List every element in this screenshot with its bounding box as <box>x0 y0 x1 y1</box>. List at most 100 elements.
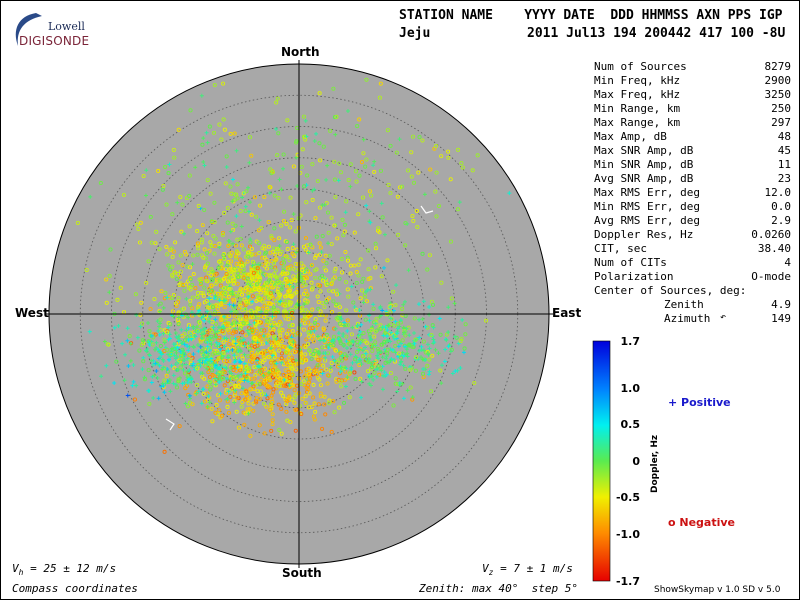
source-positive-marker <box>394 331 399 336</box>
source-positive-marker <box>172 353 177 358</box>
source-negative-marker <box>313 409 318 414</box>
source-positive-marker <box>152 347 157 352</box>
source-negative-marker <box>358 296 363 301</box>
source-positive-marker <box>318 338 323 343</box>
source-negative-marker <box>277 294 282 300</box>
source-negative-marker <box>269 273 274 278</box>
source-positive-marker <box>249 381 254 386</box>
source-negative-marker <box>285 118 290 123</box>
source-negative-marker <box>380 215 385 220</box>
source-negative-marker <box>344 334 349 339</box>
source-negative-marker <box>333 348 338 353</box>
source-negative-marker <box>308 352 314 357</box>
source-negative-marker <box>354 280 359 286</box>
source-negative-marker <box>361 151 366 156</box>
source-negative-marker <box>268 167 273 172</box>
source-positive-marker <box>238 338 243 343</box>
source-negative-marker <box>284 239 289 245</box>
source-negative-marker <box>374 316 379 321</box>
source-negative-marker <box>219 413 225 418</box>
source-negative-marker <box>263 250 268 255</box>
source-negative-marker <box>250 315 255 320</box>
source-negative-marker <box>237 323 243 328</box>
source-negative-marker <box>299 411 304 417</box>
source-positive-marker <box>213 317 218 322</box>
source-negative-marker <box>366 277 371 282</box>
source-negative-marker <box>259 306 264 311</box>
source-positive-marker <box>371 359 376 364</box>
source-negative-marker <box>225 263 230 268</box>
source-negative-marker <box>378 168 384 173</box>
source-positive-marker <box>306 250 311 255</box>
source-negative-marker <box>293 392 298 397</box>
source-positive-marker <box>199 336 204 341</box>
source-negative-marker <box>269 320 274 325</box>
source-positive-marker <box>291 284 296 289</box>
source-negative-marker <box>281 344 286 349</box>
source-negative-marker <box>253 309 259 314</box>
source-positive-marker <box>160 357 165 362</box>
source-positive-marker <box>264 393 269 398</box>
source-negative-marker <box>176 322 181 327</box>
source-positive-marker <box>345 329 350 334</box>
source-positive-marker <box>242 361 247 366</box>
source-positive-marker <box>375 353 380 358</box>
source-positive-marker <box>138 324 143 329</box>
source-negative-marker <box>373 265 378 270</box>
source-positive-marker <box>175 367 180 372</box>
source-negative-marker <box>256 288 262 293</box>
source-positive-marker <box>326 241 331 246</box>
source-positive-marker <box>367 209 372 214</box>
source-negative-marker <box>234 254 239 259</box>
center-azimuth-value: 149 <box>771 312 791 325</box>
source-positive-marker <box>319 250 324 255</box>
source-positive-marker <box>126 363 131 368</box>
source-negative-marker <box>257 297 262 303</box>
source-negative-marker <box>253 373 258 378</box>
source-negative-marker <box>190 295 195 300</box>
colorbar-tick-label: 1.0 <box>620 382 641 395</box>
source-negative-marker <box>321 363 326 368</box>
source-positive-marker <box>291 212 296 217</box>
source-negative-marker <box>430 353 435 358</box>
stat-value: 11 <box>777 158 791 171</box>
source-positive-marker <box>380 325 385 330</box>
source-negative-marker <box>173 301 178 306</box>
source-negative-marker <box>279 261 284 266</box>
source-negative-marker <box>231 281 236 286</box>
source-negative-marker <box>217 241 222 246</box>
source-positive-marker <box>174 350 179 355</box>
source-negative-marker <box>343 249 348 255</box>
source-negative-marker <box>415 225 420 230</box>
source-negative-marker <box>222 383 227 388</box>
source-negative-marker <box>305 300 310 305</box>
source-negative-marker <box>338 170 344 175</box>
source-negative-marker <box>245 259 250 264</box>
source-negative-marker <box>303 400 308 405</box>
source-negative-marker <box>270 422 275 427</box>
source-negative-marker <box>302 316 307 321</box>
source-negative-marker <box>331 399 336 404</box>
source-negative-marker <box>318 205 323 210</box>
source-negative-marker <box>337 276 342 281</box>
source-negative-marker <box>396 232 401 237</box>
source-negative-marker <box>238 326 243 331</box>
source-negative-marker <box>224 316 229 321</box>
source-negative-marker <box>170 295 175 300</box>
source-negative-marker <box>386 182 391 187</box>
source-negative-marker <box>218 287 224 292</box>
source-positive-marker <box>457 200 462 205</box>
source-positive-marker <box>421 367 426 372</box>
stat-label: Num of Sources <box>594 60 687 73</box>
source-positive-marker <box>385 328 390 333</box>
source-negative-marker <box>409 150 414 155</box>
source-positive-marker <box>152 373 157 378</box>
source-negative-marker <box>178 269 183 274</box>
source-negative-marker <box>256 228 261 233</box>
source-negative-marker <box>322 402 327 407</box>
source-positive-marker <box>202 331 207 336</box>
source-negative-marker <box>377 95 382 100</box>
source-negative-marker <box>216 357 221 362</box>
source-positive-marker <box>249 283 254 288</box>
source-positive-marker <box>399 341 404 346</box>
